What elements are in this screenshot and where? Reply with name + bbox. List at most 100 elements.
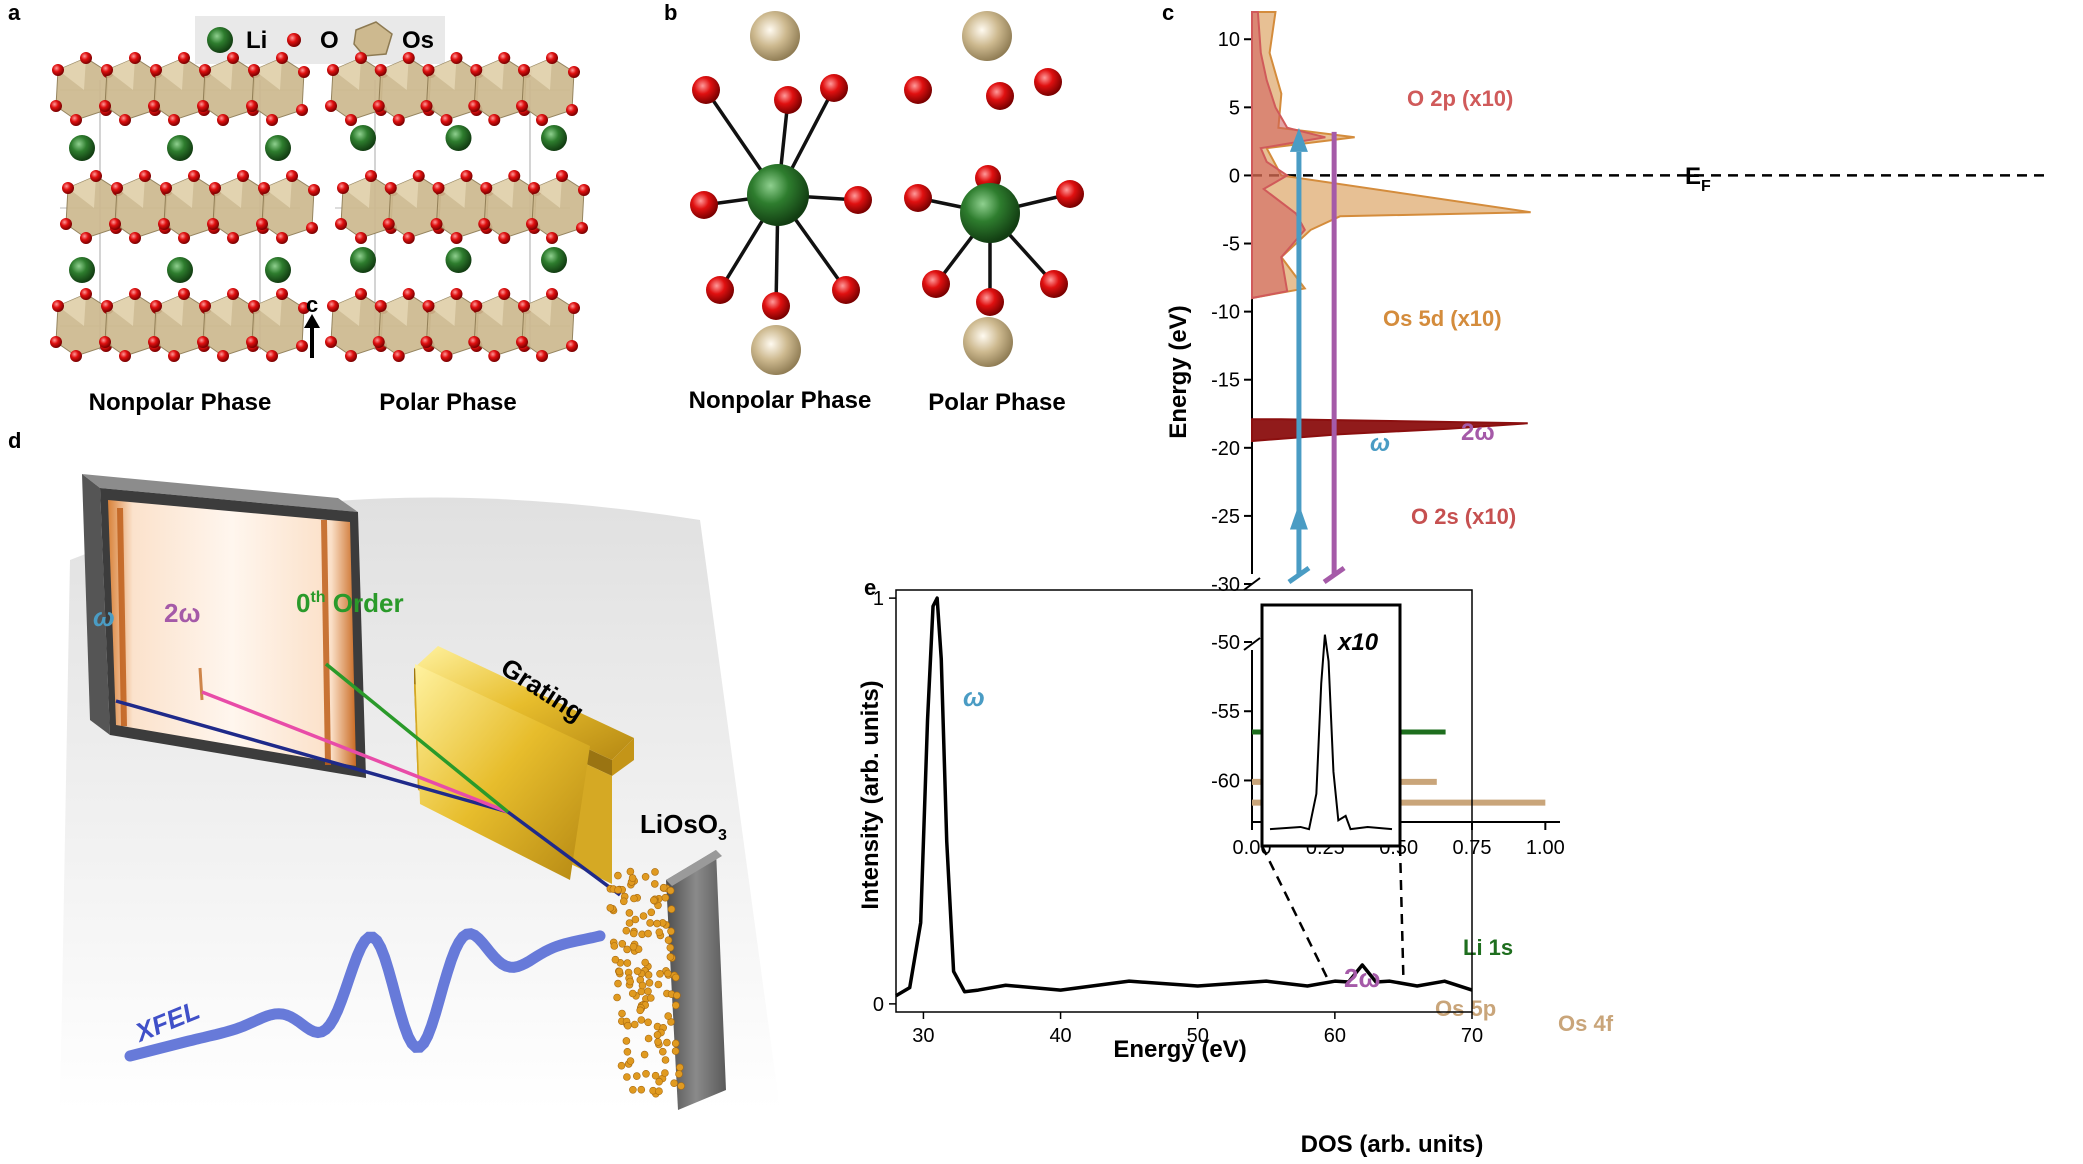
film-particle <box>664 936 673 945</box>
o-atom <box>168 114 180 126</box>
fermi-label: EF <box>1685 163 1711 195</box>
li-atom <box>265 135 291 161</box>
o-atom <box>556 170 568 182</box>
xtick-label: 30 <box>912 1025 934 1047</box>
o-atom <box>178 288 190 300</box>
film-particle <box>675 1070 683 1078</box>
o-atom <box>374 300 387 312</box>
o-atom <box>90 170 102 182</box>
film-particle <box>637 1085 646 1094</box>
o-atom <box>325 100 337 112</box>
label-o2s: O 2s (x10) <box>1411 504 1516 529</box>
film-particle <box>654 980 663 989</box>
film-particle <box>641 958 650 967</box>
o-atom <box>355 288 367 300</box>
o-atom <box>256 218 268 230</box>
o-atom <box>690 191 718 219</box>
omega-arrowhead-top <box>1289 127 1308 152</box>
panel-a-legend: Li O Os <box>195 16 445 64</box>
o-atom <box>440 350 453 362</box>
o-atom <box>150 300 162 312</box>
o-atom <box>237 170 249 182</box>
octahedron-face <box>390 176 419 208</box>
o-atom <box>178 52 190 64</box>
film-particle <box>629 942 638 951</box>
o-atom <box>820 74 848 102</box>
o-atom <box>80 52 92 64</box>
octahedron-face <box>156 58 184 90</box>
o-atom <box>692 76 720 104</box>
film-particle <box>642 1070 650 1078</box>
omega-break <box>1287 565 1311 585</box>
o-atom <box>337 182 349 194</box>
o-atom <box>468 336 481 348</box>
panel-c-letter: c <box>1162 0 1174 25</box>
o-atom <box>450 288 463 300</box>
o-legend-marker <box>287 33 301 47</box>
o-atom <box>536 114 548 126</box>
ytick-label: -60 <box>1211 770 1240 792</box>
two-omega-beam <box>201 690 509 814</box>
film-particle <box>644 1034 653 1043</box>
dos-o-2s <box>1251 418 1528 443</box>
film-particle <box>626 867 635 876</box>
os-atom <box>750 11 800 61</box>
film-particle <box>623 1073 631 1081</box>
octahedron-face <box>476 294 505 326</box>
film-particle <box>623 1048 632 1056</box>
octahedron-face <box>107 58 135 90</box>
o-atom <box>148 100 160 112</box>
o-atom <box>248 300 260 312</box>
o-atom <box>150 64 162 76</box>
film-particle <box>640 1050 649 1059</box>
o-atom <box>922 270 950 298</box>
o-atom <box>422 300 435 312</box>
film-particle <box>651 1071 660 1080</box>
panel-a: a Li O Os c Nonpolar Phase Polar Phase <box>8 0 590 416</box>
ytick-label: -5 <box>1222 234 1240 256</box>
o-atom <box>976 288 1004 316</box>
film-particle <box>629 929 638 938</box>
o-atom <box>99 336 111 348</box>
film-particle <box>614 886 622 894</box>
ytick-label: -20 <box>1211 438 1240 460</box>
octahedron-face <box>166 176 194 208</box>
o-atom <box>546 232 558 244</box>
o-atom <box>199 64 211 76</box>
film-particle <box>663 1038 671 1047</box>
o-atom <box>296 340 308 352</box>
label-li1s: Li 1s <box>1463 935 1513 960</box>
o-atom <box>60 218 72 230</box>
octahedron-face <box>343 176 371 208</box>
film-particle <box>653 919 661 928</box>
os-legend-marker <box>353 21 393 57</box>
film-particle <box>671 1039 680 1048</box>
film-particle <box>667 927 675 936</box>
film-particle <box>630 1020 639 1029</box>
o-atom <box>306 222 318 234</box>
o-atom <box>372 336 385 348</box>
octahedron-face <box>58 294 86 326</box>
e-xlabel: Energy (eV) <box>1113 1036 1246 1063</box>
o-atom <box>516 100 528 112</box>
li-atom <box>69 257 95 283</box>
xfel-pulse <box>124 928 606 1062</box>
film-particle <box>644 987 652 996</box>
film-particle <box>644 971 653 979</box>
two-omega-label-d: 2ω <box>164 598 200 628</box>
octahedron-face <box>380 294 409 326</box>
o-atom <box>904 184 932 212</box>
film-particle <box>666 953 675 961</box>
ytick-label: 0 <box>1229 165 1240 187</box>
film-particle <box>623 1021 632 1030</box>
o-atom <box>526 218 538 230</box>
film-particle <box>622 1037 631 1045</box>
li-atom <box>541 125 567 151</box>
panel-b-letter: b <box>664 0 677 25</box>
xtick-label: 70 <box>1461 1025 1483 1047</box>
caption-nonpolar-a: Nonpolar Phase <box>89 389 272 416</box>
film-particle <box>618 939 627 948</box>
film-particle <box>638 981 647 990</box>
octahedron-face <box>254 294 282 326</box>
o-atom <box>762 292 790 320</box>
